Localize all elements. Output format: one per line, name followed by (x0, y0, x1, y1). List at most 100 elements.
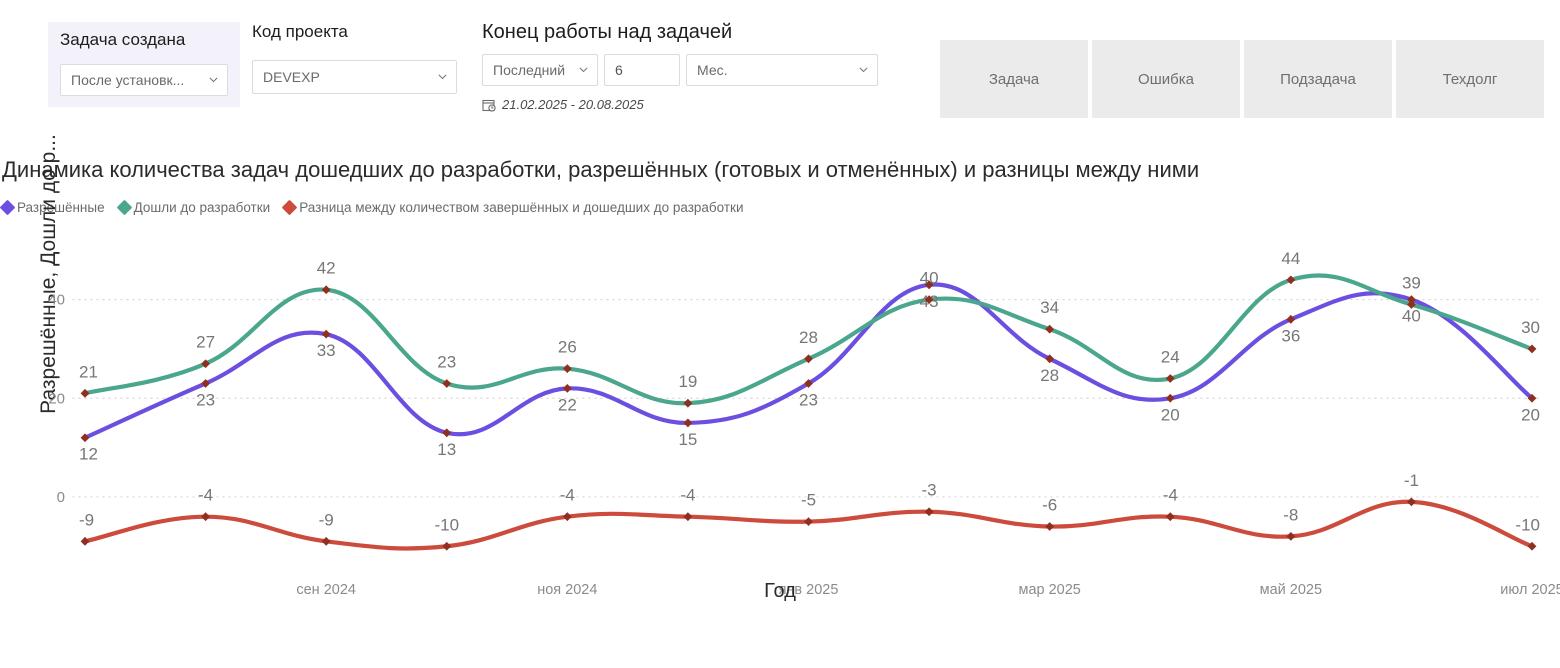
data-point-label: 39 (1402, 274, 1421, 293)
data-point-label: -8 (1283, 505, 1298, 524)
data-point-label: -9 (79, 510, 94, 529)
data-point-label: 36 (1281, 326, 1300, 345)
chevron-down-icon (437, 71, 448, 82)
data-point-marker[interactable] (321, 285, 331, 295)
x-axis-tick-label: сен 2024 (296, 582, 356, 598)
data-point-marker[interactable] (1527, 393, 1537, 403)
legend-label-difference: Разница между количеством завершённых и … (299, 200, 744, 215)
tab-podzadacha[interactable]: Подзадача (1244, 40, 1392, 118)
legend-item-reached-dev[interactable]: Дошли до разработки (116, 199, 271, 216)
data-point-marker[interactable] (924, 507, 934, 517)
data-point-label: 22 (558, 395, 577, 414)
chevron-down-icon (858, 64, 869, 75)
tab-tehdolg[interactable]: Техдолг (1396, 40, 1544, 118)
data-point-label: -4 (680, 486, 695, 505)
data-point-marker[interactable] (683, 398, 693, 408)
legend-label-reached-dev: Дошли до разработки (133, 200, 271, 215)
end-of-work-amount-value: 6 (615, 62, 623, 78)
chevron-down-icon (578, 64, 589, 75)
data-point-marker[interactable] (1045, 324, 1055, 334)
data-point-marker[interactable] (683, 418, 693, 428)
data-point-marker[interactable] (924, 295, 934, 304)
x-axis-tick-label: июл 2025 (1500, 582, 1560, 598)
end-of-work-mode-value: Последний (493, 62, 566, 78)
data-point-label: 24 (1161, 348, 1180, 367)
data-point-marker[interactable] (1045, 354, 1055, 364)
chart-legend: Разрешённые Дошли до разработки Разница … (0, 199, 744, 216)
diamond-marker-icon (116, 199, 132, 216)
data-point-label: 44 (1281, 249, 1300, 268)
end-of-work-unit-select[interactable]: Мес. (686, 54, 878, 86)
data-point-label: 42 (317, 259, 336, 278)
data-point-marker[interactable] (804, 517, 813, 526)
data-point-label: -5 (801, 491, 816, 510)
data-point-label: 26 (558, 338, 577, 357)
end-of-work-unit-value: Мес. (697, 62, 728, 78)
data-point-marker[interactable] (1407, 295, 1416, 304)
data-point-marker[interactable] (562, 384, 572, 393)
data-point-marker[interactable] (1165, 512, 1175, 522)
data-point-label: -4 (560, 486, 575, 505)
end-of-work-amount-input[interactable]: 6 (604, 54, 680, 86)
data-point-marker[interactable] (804, 379, 813, 388)
data-point-marker[interactable] (1527, 541, 1537, 551)
data-point-marker[interactable] (80, 388, 90, 398)
data-point-marker[interactable] (562, 512, 572, 522)
filter-group-end-of-work: Конец работы над задачей Последний 6 Мес… (482, 22, 902, 112)
data-point-label: 28 (799, 328, 818, 347)
data-point-marker[interactable] (1286, 275, 1296, 285)
filter-label-project-code: Код проекта (252, 22, 348, 41)
data-point-marker[interactable] (683, 512, 693, 522)
data-point-marker[interactable] (1286, 314, 1296, 324)
tab-zadacha[interactable]: Задача (940, 40, 1088, 118)
created-select[interactable]: После установк... (60, 64, 228, 96)
data-point-marker[interactable] (1165, 393, 1175, 403)
data-point-marker[interactable] (80, 536, 90, 546)
data-point-label: 23 (437, 352, 456, 371)
y-axis-tick-label: 0 (57, 489, 65, 506)
data-point-marker[interactable] (1165, 374, 1175, 383)
chevron-down-icon (208, 74, 219, 85)
x-axis-tick-label: май 2025 (1260, 582, 1322, 598)
diamond-marker-icon (0, 199, 16, 216)
data-point-label: 27 (196, 333, 215, 352)
data-point-marker[interactable] (201, 512, 210, 522)
legend-item-difference[interactable]: Разница между количеством завершённых и … (281, 199, 744, 216)
data-point-label: 23 (196, 390, 215, 409)
data-point-marker[interactable] (321, 536, 331, 546)
data-point-marker[interactable] (1286, 532, 1296, 541)
data-point-label: 34 (1040, 298, 1059, 317)
data-point-label: 20 (1521, 405, 1540, 424)
y-axis-tick-label: 20 (48, 390, 65, 407)
data-point-label: 21 (79, 362, 98, 381)
data-point-label: -10 (434, 515, 459, 534)
data-point-label: 33 (317, 341, 336, 360)
project-code-select[interactable]: DEVEXP (252, 60, 457, 94)
data-point-marker[interactable] (1407, 300, 1416, 309)
data-point-marker[interactable] (321, 329, 331, 339)
tab-oshibka[interactable]: Ошибка (1092, 40, 1240, 118)
data-point-marker[interactable] (1045, 522, 1055, 531)
data-point-label: 19 (678, 372, 697, 391)
data-point-marker[interactable] (804, 354, 813, 364)
legend-item-resolved[interactable]: Разрешённые (0, 199, 105, 216)
data-point-label: -4 (1163, 486, 1178, 505)
date-range-display: 21.02.2025 - 20.08.2025 (482, 97, 902, 112)
data-point-marker[interactable] (1527, 344, 1537, 354)
data-point-marker[interactable] (442, 541, 452, 551)
data-point-marker[interactable] (442, 379, 452, 388)
data-point-marker[interactable] (201, 379, 210, 388)
data-point-marker[interactable] (442, 428, 452, 438)
project-code-select-value: DEVEXP (263, 69, 320, 85)
calendar-clock-icon (482, 98, 496, 112)
filter-group-created: Задача создана После установк... (48, 22, 240, 107)
end-of-work-mode-select[interactable]: Последний (482, 54, 598, 86)
data-point-label: 15 (678, 430, 697, 449)
data-point-marker[interactable] (80, 433, 90, 443)
data-point-marker[interactable] (1407, 497, 1416, 507)
chart-plot-area: 0 20 40 сен 2024 ноя 2024 янв 2025 мар 2025 май… (0, 228, 1560, 628)
data-point-marker[interactable] (924, 280, 934, 290)
filter-label-end-of-work: Конец работы над задачей (482, 21, 733, 43)
data-point-marker[interactable] (201, 359, 210, 369)
data-point-marker[interactable] (562, 364, 572, 374)
